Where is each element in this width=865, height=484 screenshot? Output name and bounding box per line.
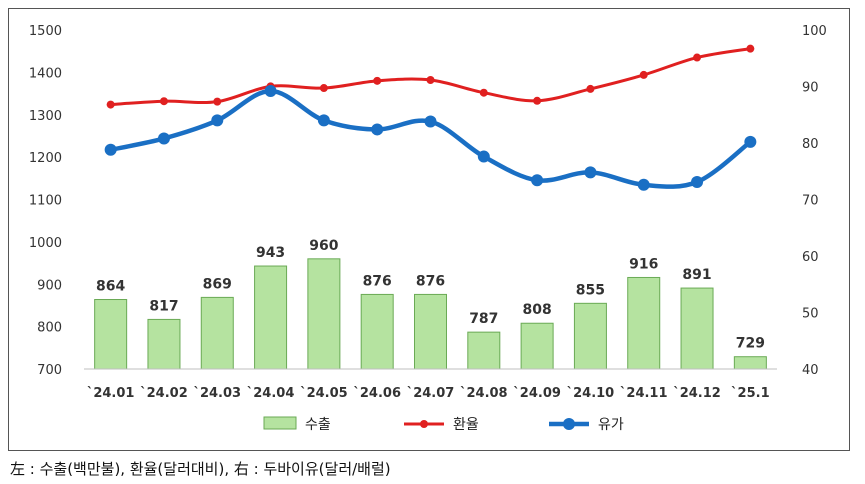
export-bar xyxy=(254,265,288,370)
x-tick-label: `24.09 xyxy=(513,386,561,401)
left-tick-label: 1000 xyxy=(29,236,62,251)
legend-swatch-export xyxy=(263,416,297,430)
exchange-rate-point xyxy=(533,96,542,105)
oil-price-point xyxy=(211,114,224,127)
exchange-rate-point xyxy=(479,88,488,97)
right-tick-label: 90 xyxy=(802,81,819,96)
export-bar-label: 943 xyxy=(256,245,285,261)
export-bar-label: 960 xyxy=(309,238,338,254)
exchange-rate-line xyxy=(106,44,755,109)
export-bar xyxy=(360,293,394,370)
oil-price-point xyxy=(424,115,437,128)
oil-price-path xyxy=(110,88,752,189)
export-bar xyxy=(200,296,234,370)
chart-caption: 左 : 수출(백만불), 환율(달러대비), 右 : 두바이유(달러/배럴) xyxy=(10,460,391,478)
x-tick-label: `24.08 xyxy=(460,386,508,401)
right-axis: 40 50 60 70 80 90 100 xyxy=(802,24,827,378)
left-tick-label: 700 xyxy=(37,363,62,378)
right-tick-label: 100 xyxy=(802,24,827,39)
legend-label-oil: 유가 xyxy=(598,417,624,433)
x-tick-label: `24.03 xyxy=(193,386,241,401)
chart-frame: 700 800 900 1000 1100 1200 1300 1400 1500 40 50 60… xyxy=(8,8,850,451)
export-bar-label: 891 xyxy=(682,267,711,283)
export-bars xyxy=(94,258,767,370)
exchange-rate-point xyxy=(426,76,435,85)
oil-price-point xyxy=(477,150,490,163)
exchange-rate-point xyxy=(586,84,595,93)
right-tick-label: 50 xyxy=(802,307,819,322)
right-tick-label: 40 xyxy=(802,363,819,378)
export-bar xyxy=(627,276,661,370)
oil-price-point xyxy=(691,175,704,188)
oil-price-point xyxy=(744,135,757,148)
left-tick-label: 1100 xyxy=(29,194,62,209)
export-bar xyxy=(520,322,554,370)
exchange-rate-point xyxy=(159,97,168,106)
export-bar-label: 729 xyxy=(736,336,765,352)
exchange-rate-point xyxy=(319,84,328,93)
export-bar-label: 916 xyxy=(629,256,658,272)
oil-price-line xyxy=(104,85,757,191)
export-bar xyxy=(147,318,181,370)
oil-price-point xyxy=(317,114,330,127)
oil-price-point xyxy=(584,166,597,179)
export-bar-label: 876 xyxy=(363,273,392,289)
export-bar xyxy=(414,293,447,370)
oil-price-point xyxy=(157,132,170,145)
oil-price-point xyxy=(531,174,544,187)
left-tick-label: 900 xyxy=(37,278,62,293)
left-tick-label: 1500 xyxy=(29,24,62,39)
exchange-rate-point xyxy=(639,70,648,79)
exchange-rate-point xyxy=(746,44,755,53)
export-bar xyxy=(573,302,607,370)
x-tick-label: `24.07 xyxy=(407,386,455,401)
export-bar-label: 855 xyxy=(576,282,605,298)
export-bar-label: 787 xyxy=(469,311,498,327)
x-tick-label: `24.02 xyxy=(140,386,188,401)
legend-marker-oil xyxy=(563,418,575,430)
legend-marker-exchange xyxy=(420,420,428,428)
export-bar-label: 808 xyxy=(522,302,551,318)
export-bar-label: 869 xyxy=(203,276,232,292)
export-bar-labels: 864 817 869 943 960 876 876 787 808 855 916 891 729 xyxy=(96,238,765,352)
legend-label-export: 수출 xyxy=(305,417,331,433)
x-tick-label: `24.12 xyxy=(673,386,721,401)
x-tick-label: `24.06 xyxy=(353,386,401,401)
x-tick-label: `24.05 xyxy=(300,386,348,401)
oil-price-point xyxy=(104,143,117,156)
oil-price-point xyxy=(264,85,277,98)
x-tick-label: `24.04 xyxy=(247,386,295,401)
exchange-rate-point xyxy=(693,53,702,62)
x-tick-label: `24.11 xyxy=(620,386,668,401)
left-tick-label: 1200 xyxy=(29,151,62,166)
export-bar xyxy=(467,331,501,370)
legend: 수출 환율 유가 xyxy=(263,416,624,433)
export-bar-label: 876 xyxy=(416,273,445,289)
left-tick-label: 800 xyxy=(37,321,62,336)
x-tick-label: `25.1 xyxy=(731,386,770,401)
legend-label-exchange: 환율 xyxy=(453,417,479,433)
left-axis: 700 800 900 1000 1100 1200 1300 1400 1500 xyxy=(29,24,62,378)
left-tick-label: 1400 xyxy=(29,66,62,81)
exchange-rate-point xyxy=(213,97,222,106)
export-bar xyxy=(94,299,128,370)
oil-price-point xyxy=(371,123,384,136)
right-tick-label: 60 xyxy=(802,250,819,265)
left-tick-label: 1300 xyxy=(29,109,62,124)
export-bar-label: 817 xyxy=(149,298,178,314)
right-tick-label: 70 xyxy=(802,194,819,209)
export-bar-label: 864 xyxy=(96,279,125,295)
export-bar xyxy=(680,287,714,370)
exchange-rate-point xyxy=(373,76,382,85)
x-tick-label: `24.10 xyxy=(567,386,615,401)
export-bar xyxy=(733,356,767,370)
export-bar xyxy=(307,258,341,370)
combo-chart: 700 800 900 1000 1100 1200 1300 1400 1500 40 50 60… xyxy=(29,24,827,433)
x-tick-label: `24.01 xyxy=(87,386,135,401)
oil-price-point xyxy=(637,178,650,191)
right-tick-label: 80 xyxy=(802,137,819,152)
x-axis: `24.01 `24.02 `24.03 `24.04 `24.05 `24.06 `24.… xyxy=(84,368,777,401)
exchange-rate-point xyxy=(106,100,115,109)
